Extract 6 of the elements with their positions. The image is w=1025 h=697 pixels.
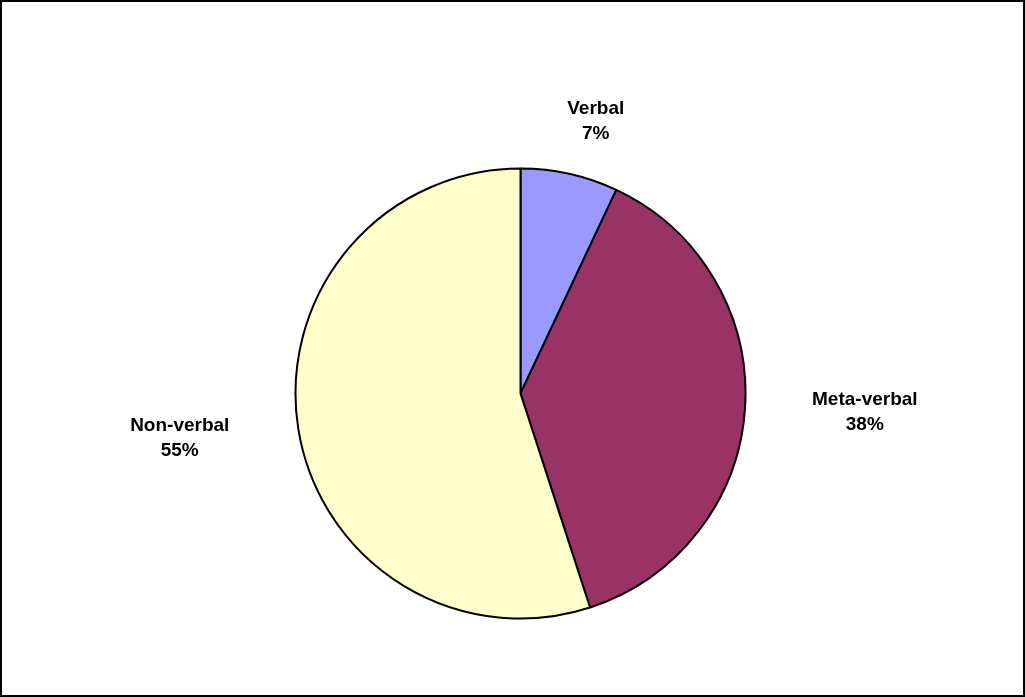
data-label: 7%	[582, 122, 610, 144]
slice-label: Verbal	[567, 97, 625, 119]
data-label: 38%	[845, 413, 884, 435]
slice-label: Non-verbal	[130, 414, 230, 436]
slice-label: Meta-verbal	[812, 387, 918, 409]
data-label: 55%	[160, 439, 199, 461]
